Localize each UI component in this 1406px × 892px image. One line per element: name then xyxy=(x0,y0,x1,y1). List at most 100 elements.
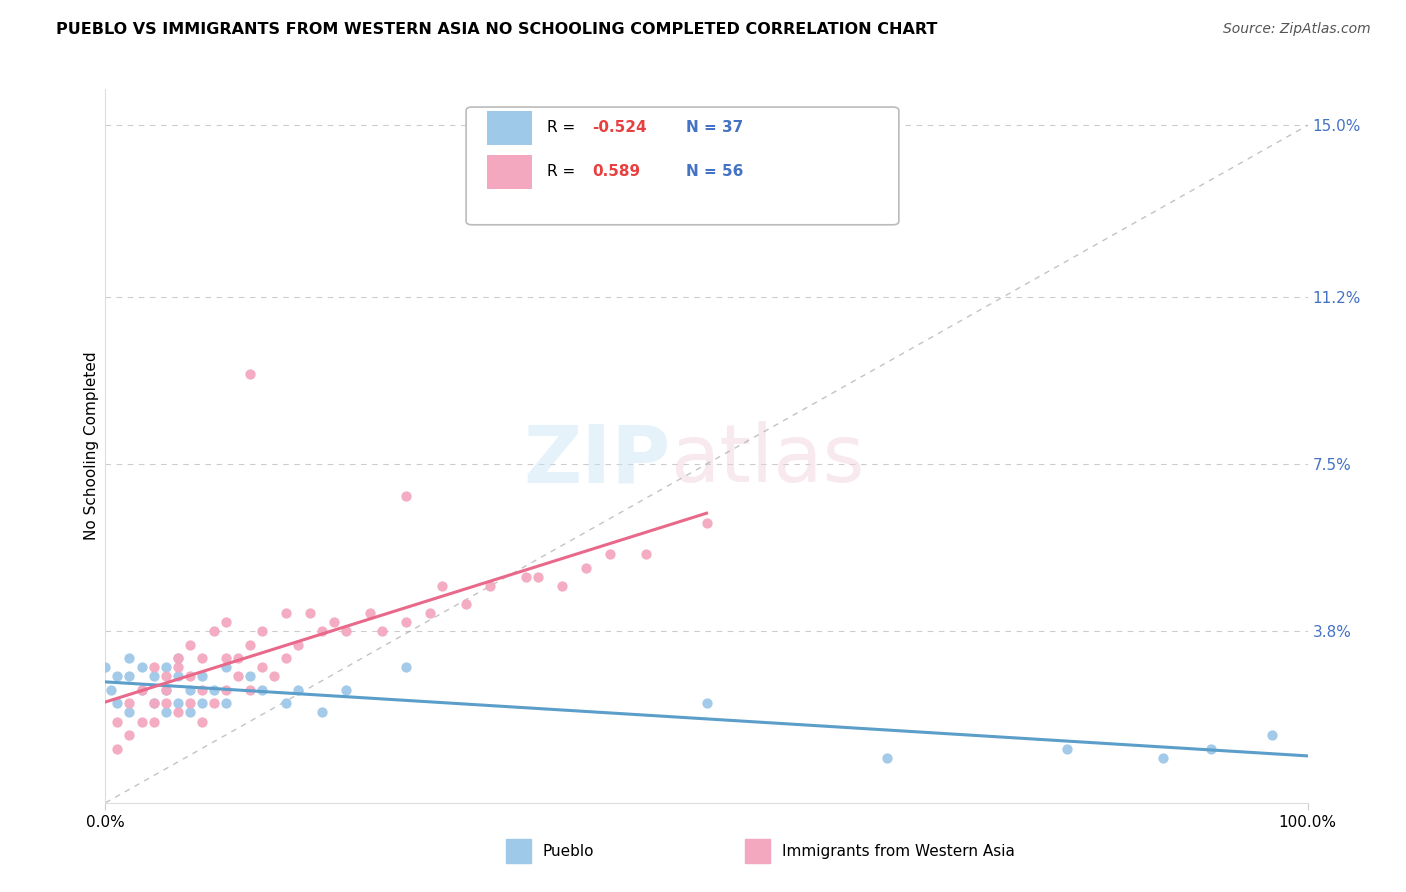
Y-axis label: No Schooling Completed: No Schooling Completed xyxy=(83,351,98,541)
Point xyxy=(1152,750,1174,764)
Point xyxy=(287,638,309,652)
Point xyxy=(239,367,262,381)
Point xyxy=(107,697,129,711)
Point xyxy=(142,697,165,711)
Point xyxy=(876,750,898,764)
Point xyxy=(359,606,381,620)
Point xyxy=(190,697,212,711)
Point xyxy=(94,660,117,674)
Point xyxy=(155,682,177,697)
Point xyxy=(179,638,201,652)
Point xyxy=(239,638,262,652)
Text: N = 56: N = 56 xyxy=(686,164,744,179)
Point xyxy=(527,570,550,584)
Point xyxy=(155,682,177,697)
Text: R =: R = xyxy=(547,120,579,136)
Point xyxy=(454,597,477,611)
Point xyxy=(1260,728,1282,742)
Point xyxy=(166,697,188,711)
Text: N = 37: N = 37 xyxy=(686,120,744,136)
Point xyxy=(214,660,236,674)
Point xyxy=(107,669,129,683)
Point xyxy=(371,624,394,639)
Point xyxy=(274,651,297,665)
Text: -0.524: -0.524 xyxy=(592,120,647,136)
Point xyxy=(202,682,225,697)
Point xyxy=(190,669,212,683)
Point xyxy=(395,489,418,503)
Point xyxy=(118,669,141,683)
Point xyxy=(214,697,236,711)
Point xyxy=(250,660,273,674)
Text: Source: ZipAtlas.com: Source: ZipAtlas.com xyxy=(1223,22,1371,37)
Text: PUEBLO VS IMMIGRANTS FROM WESTERN ASIA NO SCHOOLING COMPLETED CORRELATION CHART: PUEBLO VS IMMIGRANTS FROM WESTERN ASIA N… xyxy=(56,22,938,37)
Point xyxy=(335,682,357,697)
Point xyxy=(166,651,188,665)
Point xyxy=(214,651,236,665)
Text: atlas: atlas xyxy=(671,421,865,500)
Point xyxy=(636,548,658,562)
Point xyxy=(107,741,129,756)
Text: 0.589: 0.589 xyxy=(592,164,641,179)
Point xyxy=(131,682,153,697)
Point xyxy=(226,651,249,665)
Point xyxy=(575,561,598,575)
Point xyxy=(395,660,418,674)
Point xyxy=(131,682,153,697)
Point xyxy=(131,714,153,729)
Point xyxy=(226,669,249,683)
Point xyxy=(287,682,309,697)
Point xyxy=(155,697,177,711)
Point xyxy=(107,714,129,729)
Point xyxy=(179,682,201,697)
Point xyxy=(118,651,141,665)
Point xyxy=(274,697,297,711)
Point xyxy=(263,669,285,683)
Point xyxy=(131,660,153,674)
Point xyxy=(311,706,333,720)
Point xyxy=(155,660,177,674)
Point xyxy=(118,728,141,742)
Point xyxy=(274,606,297,620)
Point xyxy=(335,624,357,639)
Point xyxy=(142,660,165,674)
Point xyxy=(179,669,201,683)
Point xyxy=(179,697,201,711)
Point xyxy=(214,615,236,629)
Point xyxy=(166,660,188,674)
Point xyxy=(551,579,574,593)
Point xyxy=(479,579,502,593)
Point xyxy=(419,606,441,620)
Point xyxy=(395,615,418,629)
Point xyxy=(250,624,273,639)
Point xyxy=(599,548,621,562)
Point xyxy=(239,682,262,697)
FancyBboxPatch shape xyxy=(465,107,898,225)
Point xyxy=(100,682,122,697)
Point xyxy=(214,682,236,697)
Point xyxy=(166,706,188,720)
Point xyxy=(179,706,201,720)
Point xyxy=(118,706,141,720)
Text: R =: R = xyxy=(547,164,579,179)
Point xyxy=(1201,741,1223,756)
Point xyxy=(298,606,321,620)
Text: ZIP: ZIP xyxy=(523,421,671,500)
Point xyxy=(142,669,165,683)
Point xyxy=(515,570,537,584)
Point xyxy=(166,651,188,665)
Point xyxy=(155,706,177,720)
Point xyxy=(696,697,718,711)
Point xyxy=(190,682,212,697)
Point xyxy=(190,651,212,665)
Point xyxy=(202,624,225,639)
Point xyxy=(166,669,188,683)
Point xyxy=(696,516,718,530)
Point xyxy=(155,669,177,683)
Point xyxy=(190,714,212,729)
Point xyxy=(250,682,273,697)
Point xyxy=(1056,741,1078,756)
Point xyxy=(202,697,225,711)
Point xyxy=(430,579,453,593)
Bar xyxy=(486,155,533,189)
